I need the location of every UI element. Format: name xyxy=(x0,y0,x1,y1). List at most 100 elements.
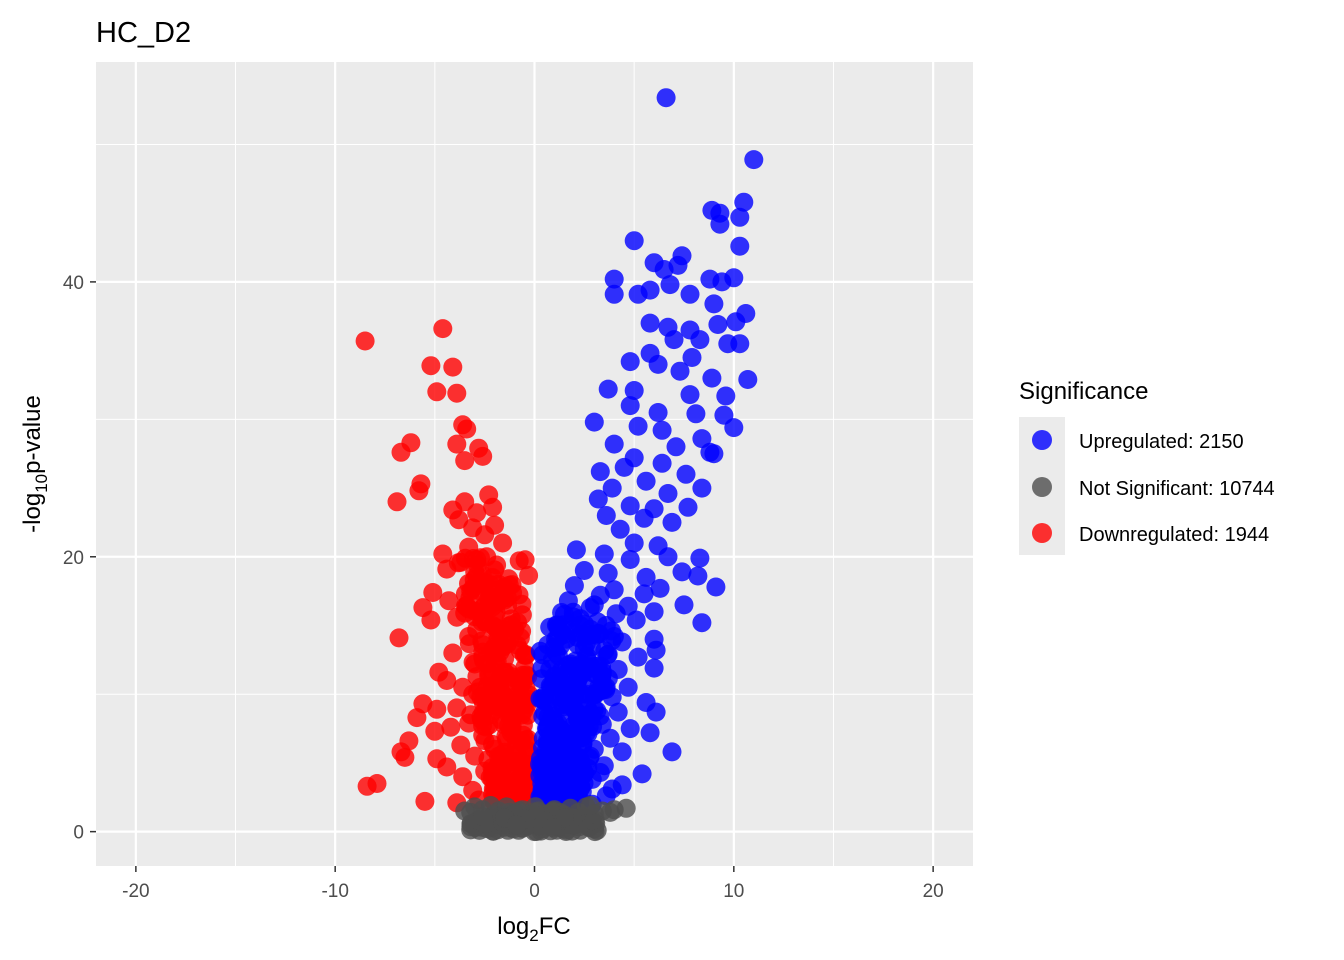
upregulated-point xyxy=(648,403,668,422)
downregulated-point xyxy=(489,746,509,766)
not-significant-point xyxy=(600,802,620,822)
not-significant-point xyxy=(542,818,562,837)
y-axis-title-prefix: -log xyxy=(19,493,46,533)
upregulated-point xyxy=(674,595,694,615)
y-axis-title: -log10p-value xyxy=(19,395,51,533)
upregulated-point xyxy=(564,687,584,707)
legend-title: Significance xyxy=(1019,378,1148,405)
y-axis-title-sub: 10 xyxy=(32,474,51,493)
downregulated-point xyxy=(459,537,479,557)
downregulated-point xyxy=(391,442,411,462)
upregulated-point xyxy=(602,779,622,799)
not-significant-point xyxy=(473,807,493,826)
downregulated-point xyxy=(425,721,445,741)
upregulated-point xyxy=(620,396,640,416)
x-tick-label: 20 xyxy=(923,881,944,902)
upregulated-point xyxy=(588,489,608,509)
upregulated-point xyxy=(662,742,682,762)
upregulated-point xyxy=(618,596,638,616)
downregulated-point xyxy=(461,581,481,601)
upregulated-point xyxy=(590,462,610,482)
downregulated-point xyxy=(455,451,475,471)
upregulated-point xyxy=(620,550,640,569)
upregulated-point xyxy=(660,275,680,295)
downregulated-point xyxy=(355,331,375,351)
upregulated-point xyxy=(564,576,584,596)
upregulated-point xyxy=(610,519,630,539)
upregulated-point xyxy=(692,478,712,498)
upregulated-point xyxy=(624,231,644,251)
upregulated-point xyxy=(710,214,730,234)
downregulated-point xyxy=(479,666,499,686)
upregulated-point xyxy=(604,269,624,289)
downregulated-point xyxy=(467,503,487,523)
legend-key-not-significant xyxy=(1032,477,1052,497)
downregulated-point xyxy=(499,662,519,682)
downregulated-point xyxy=(433,319,453,339)
upregulated-point xyxy=(680,284,700,304)
upregulated-point xyxy=(634,584,654,604)
downregulated-point xyxy=(467,620,487,640)
upregulated-point xyxy=(664,330,684,350)
upregulated-point xyxy=(658,547,678,567)
downregulated-point xyxy=(457,419,477,439)
upregulated-point xyxy=(590,763,610,782)
upregulated-point xyxy=(640,723,660,743)
upregulated-point xyxy=(592,714,612,734)
x-axis-title-sub: 2 xyxy=(529,926,538,945)
data-points xyxy=(355,88,764,842)
downregulated-point xyxy=(409,481,429,501)
upregulated-point xyxy=(576,723,596,743)
upregulated-point xyxy=(656,88,676,108)
downregulated-point xyxy=(427,382,447,402)
y-axis-title-rest: p-value xyxy=(19,395,46,474)
upregulated-point xyxy=(648,354,668,374)
upregulated-point xyxy=(608,660,628,679)
downregulated-point xyxy=(495,780,515,800)
downregulated-point xyxy=(477,698,497,718)
chart-title: HC_D2 xyxy=(96,17,191,49)
downregulated-point xyxy=(439,591,459,611)
downregulated-point xyxy=(451,735,471,755)
x-tick-label: -20 xyxy=(122,881,149,902)
upregulated-point xyxy=(602,478,622,498)
upregulated-point xyxy=(604,284,624,304)
grid-lines xyxy=(96,62,973,866)
upregulated-point xyxy=(584,412,604,432)
x-tick-label: -10 xyxy=(321,881,348,902)
legend-label-upregulated: Upregulated: 2150 xyxy=(1079,431,1244,453)
upregulated-point xyxy=(537,719,556,739)
upregulated-point xyxy=(578,705,598,725)
upregulated-point xyxy=(666,437,686,457)
upregulated-point xyxy=(734,192,754,212)
downregulated-point xyxy=(443,357,463,377)
y-tick-label: 40 xyxy=(63,273,84,294)
upregulated-point xyxy=(644,658,664,678)
downregulated-point xyxy=(489,574,509,594)
downregulated-point xyxy=(443,643,463,663)
upregulated-point xyxy=(676,464,696,484)
upregulated-point xyxy=(614,457,634,477)
downregulated-point xyxy=(514,645,534,665)
downregulated-point xyxy=(433,544,453,564)
downregulated-point xyxy=(437,559,457,579)
downregulated-point xyxy=(473,725,493,745)
upregulated-point xyxy=(568,669,588,689)
upregulated-point xyxy=(598,563,618,583)
not-significant-point xyxy=(455,801,475,821)
upregulated-point xyxy=(566,540,586,560)
legend-key-downregulated xyxy=(1032,523,1052,543)
upregulated-point xyxy=(662,512,682,532)
downregulated-point xyxy=(477,547,497,567)
downregulated-point xyxy=(519,566,539,585)
upregulated-point xyxy=(598,379,618,399)
x-axis-title: log2FC xyxy=(497,913,571,945)
x-axis-title-rest: FC xyxy=(539,913,571,940)
upregulated-point xyxy=(646,702,666,722)
upregulated-point xyxy=(730,236,750,256)
upregulated-point xyxy=(646,640,666,660)
downregulated-point xyxy=(479,596,499,616)
downregulated-point xyxy=(441,717,461,737)
downregulated-point xyxy=(407,708,427,728)
downregulated-point xyxy=(465,562,485,582)
